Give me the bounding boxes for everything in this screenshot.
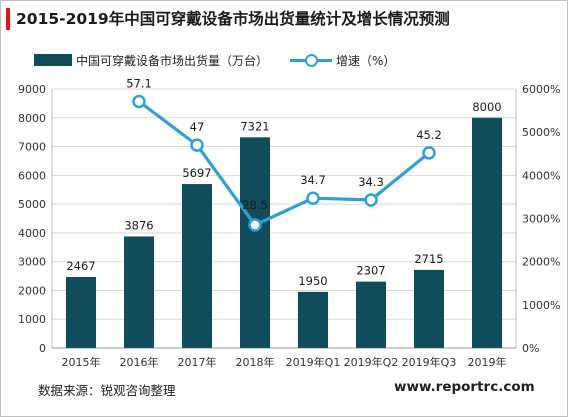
- bar: [414, 269, 444, 348]
- bar: [298, 291, 328, 348]
- x-tick-label: 2018年: [236, 355, 275, 369]
- growth-value-label: 34.3: [358, 175, 384, 189]
- y-left-tick-label: 0: [39, 342, 46, 355]
- chart-title: 2015-2019年中国可穿戴设备市场出货量统计及增长情况预测: [16, 10, 450, 28]
- y-left-tick-label: 9000: [18, 83, 46, 96]
- website-watermark: www.reportrc.com: [394, 379, 535, 395]
- y-left-tick-label: 5000: [18, 198, 46, 211]
- bar-value-label: 5697: [182, 166, 211, 180]
- growth-point: [306, 191, 320, 205]
- bar: [240, 137, 270, 348]
- y-left-tick-label: 6000: [18, 169, 46, 182]
- y-left-tick-label: 8000: [18, 112, 46, 125]
- x-tick-label: 2016年: [120, 355, 159, 369]
- y-right-tick-label: 3000%: [522, 213, 560, 226]
- y-left-tick-label: 1000: [18, 313, 46, 326]
- legend-line-label: 增速（%）: [336, 53, 396, 68]
- y-right-tick-label: 0%: [522, 342, 539, 355]
- y-right-tick-label: 4000%: [522, 169, 560, 182]
- y-right-tick-label: 6000%: [522, 83, 560, 96]
- bar: [66, 277, 96, 348]
- x-tick-label: 2019年: [468, 355, 507, 369]
- bar: [182, 184, 212, 348]
- x-tick-label: 2015年: [62, 355, 101, 369]
- bar-value-label: 8000: [472, 100, 501, 114]
- y-left-tick-label: 4000: [18, 227, 46, 240]
- legend: 中国可穿戴设备市场出货量（万台） 增速（%）: [34, 50, 395, 70]
- y-right-tick-label: 5000%: [522, 126, 560, 139]
- growth-value-label: 57.1: [126, 77, 152, 91]
- growth-point: [248, 218, 262, 232]
- bar-value-label: 2307: [356, 264, 385, 278]
- growth-point: [364, 193, 378, 207]
- bar-value-label: 3876: [124, 218, 153, 232]
- y-left-tick-label: 2000: [18, 284, 46, 297]
- growth-value-label: 45.2: [416, 128, 442, 142]
- growth-value-label: 47: [190, 120, 205, 134]
- growth-line: [138, 100, 431, 227]
- bar-value-label: 2715: [414, 252, 443, 266]
- growth-point: [132, 94, 146, 109]
- x-tick-label: 2019年Q2: [344, 355, 399, 369]
- bar-value-label: 1950: [298, 274, 327, 288]
- source-note: 数据来源：锐观咨询整理: [38, 383, 176, 398]
- growth-point: [190, 138, 204, 152]
- y-left-tick-label: 3000: [18, 256, 46, 269]
- y-right-tick-label: 2000%: [522, 256, 560, 269]
- title-accent-bar: [6, 8, 10, 30]
- bar-value-label: 2467: [66, 259, 95, 273]
- y-right-tick-label: 1000%: [522, 299, 560, 312]
- legend-line-swatch: [290, 54, 333, 67]
- growth-value-label: 28.5: [242, 198, 268, 212]
- growth-value-label: 34.7: [300, 173, 326, 187]
- y-left-tick-label: 7000: [18, 141, 46, 154]
- legend-bar-swatch: [34, 54, 72, 66]
- bar: [124, 236, 154, 348]
- bar: [356, 281, 386, 348]
- growth-point: [422, 146, 436, 160]
- x-tick-label: 2019年Q3: [402, 355, 457, 369]
- x-tick-label: 2017年: [178, 355, 217, 369]
- bar: [472, 117, 502, 349]
- legend-bar-label: 中国可穿戴设备市场出货量（万台）: [76, 53, 269, 68]
- bar-value-label: 7321: [240, 119, 269, 133]
- x-tick-label: 2019年Q1: [286, 355, 341, 369]
